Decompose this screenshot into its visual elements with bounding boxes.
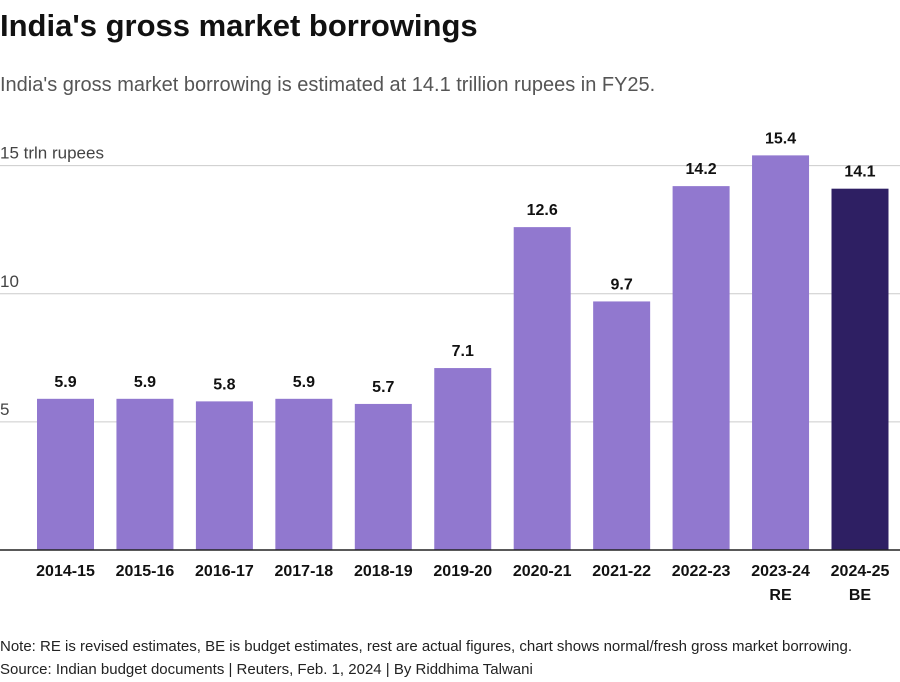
bar xyxy=(752,155,810,550)
value-label: 7.1 xyxy=(452,343,474,360)
value-label: 15.4 xyxy=(765,130,796,147)
x-tick-label: 2014-15 xyxy=(36,563,95,580)
x-tick-label: 2018-19 xyxy=(353,563,413,580)
bar xyxy=(672,186,730,550)
bar xyxy=(513,227,571,550)
x-tick-label: 2020-21 xyxy=(512,563,572,580)
value-label: 12.6 xyxy=(527,202,558,219)
bar xyxy=(354,403,412,550)
chart-title: India's gross market borrowings xyxy=(0,8,478,43)
x-tick-label: 2016-17 xyxy=(195,563,254,580)
x-tick-label: 2019-20 xyxy=(433,563,493,580)
bar xyxy=(37,398,94,550)
bar xyxy=(116,398,174,550)
value-label: 5.7 xyxy=(372,379,394,396)
y-tick-label: 10 xyxy=(0,272,19,291)
y-tick-label: 15 trln rupees xyxy=(0,144,104,163)
bar xyxy=(434,368,492,550)
value-label: 5.9 xyxy=(134,374,156,391)
x-tick-label: 2021-22 xyxy=(592,563,651,580)
bar xyxy=(275,398,333,550)
value-label: 14.2 xyxy=(686,161,717,178)
x-tick-label: 2024-25 BE xyxy=(830,563,890,604)
bar xyxy=(831,188,889,550)
source: Source: Indian budget documents | Reuter… xyxy=(0,661,533,678)
value-label: 5.9 xyxy=(293,374,315,391)
value-label: 5.9 xyxy=(54,374,76,391)
value-label: 14.1 xyxy=(844,164,875,181)
value-label: 5.8 xyxy=(213,376,235,393)
note: Note: RE is revised estimates, BE is bud… xyxy=(0,638,852,655)
x-tick-label: 2023-24 RE xyxy=(751,563,810,604)
x-tick-label: 2022-23 xyxy=(671,563,731,580)
value-label: 9.7 xyxy=(611,276,633,293)
y-tick-label: 5 xyxy=(0,400,9,419)
bar xyxy=(195,401,253,550)
x-tick-label: 2017-18 xyxy=(274,563,334,580)
x-tick-label: 2015-16 xyxy=(115,563,175,580)
bar xyxy=(593,301,651,550)
chart-subtitle: India's gross market borrowing is estima… xyxy=(0,74,655,96)
